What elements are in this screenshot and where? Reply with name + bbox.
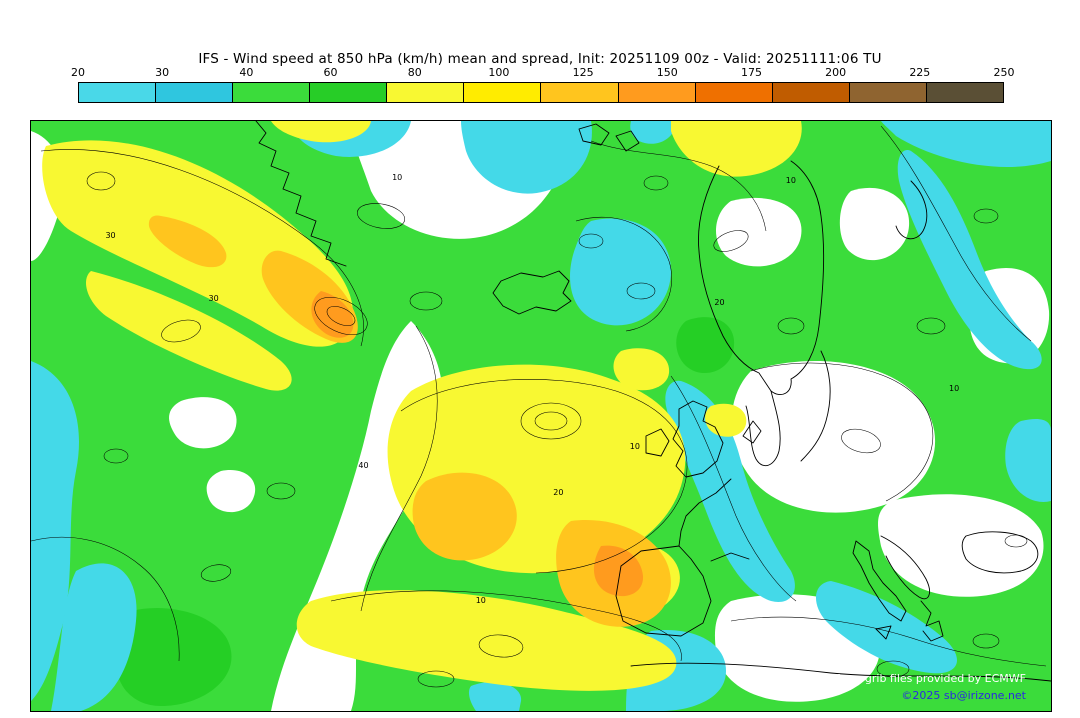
region-cyan xyxy=(897,150,1042,370)
coastlines xyxy=(255,121,1051,682)
region-white xyxy=(839,187,910,261)
region-green-dark xyxy=(115,607,232,706)
region-yellow xyxy=(271,121,371,143)
colorbar-tick-label: 60 xyxy=(323,66,338,79)
colorbar-tick-label: 20 xyxy=(71,66,85,79)
colorbar-cell xyxy=(541,83,619,102)
colorbar-cell xyxy=(695,83,773,102)
region-cyan xyxy=(630,121,676,144)
region-yellow xyxy=(613,348,670,391)
region-orange-light xyxy=(148,215,227,268)
region-cyan xyxy=(881,121,1051,167)
colorbar-ticks: 20 30 40 60 80 100 125 150 175 200 225 250 xyxy=(71,66,1015,82)
region-orange-light xyxy=(412,472,517,561)
colorbar-tick-label: 125 xyxy=(572,66,594,79)
region-white xyxy=(878,494,1044,597)
region-white xyxy=(206,470,256,513)
region-yellow xyxy=(671,121,802,177)
credit-line-2: ©2025 sb@irizone.net xyxy=(901,689,1026,702)
spread-contours xyxy=(31,125,1047,688)
page-title: IFS - Wind speed at 850 hPa (km/h) mean … xyxy=(198,51,882,67)
colorbar-cell xyxy=(79,83,157,102)
region-white xyxy=(715,197,802,267)
colorbar-cell xyxy=(618,83,696,102)
region-cyan xyxy=(1005,419,1051,502)
map-graphic xyxy=(31,121,1051,711)
region-yellow xyxy=(86,271,292,391)
colorbar-tick-label: 100 xyxy=(488,66,510,79)
weather-map: 10 30 40 20 10 20 10 10 30 10 from grib files pro… xyxy=(30,120,1052,712)
colorbar-tick-label: 225 xyxy=(909,66,931,79)
colorbar-bar xyxy=(78,82,1004,103)
fill-regions xyxy=(31,121,1051,711)
region-cyan xyxy=(665,380,795,602)
colorbar-cell xyxy=(849,83,927,102)
colorbar-tick-label: 30 xyxy=(155,66,170,79)
colorbar-tick-label: 200 xyxy=(825,66,847,79)
region-white xyxy=(169,397,237,449)
region-cyan xyxy=(31,361,79,701)
colorbar-tick-label: 150 xyxy=(656,66,678,79)
colorbar-tick-label: 250 xyxy=(993,66,1015,79)
colorbar-cell xyxy=(926,83,1003,102)
region-yellow xyxy=(296,590,677,691)
colorbar-tick-label: 40 xyxy=(239,66,254,79)
colorbar-cell xyxy=(387,83,465,102)
region-orange xyxy=(311,291,354,338)
region-white xyxy=(731,361,936,513)
colorbar-cell xyxy=(464,83,542,102)
colorbar: 20 30 40 60 80 100 125 150 175 200 225 250 xyxy=(71,66,1015,103)
colorbar-cell xyxy=(772,83,850,102)
region-cyan xyxy=(468,681,522,711)
region-cyan xyxy=(461,121,592,194)
colorbar-tick-label: 80 xyxy=(407,66,422,79)
region-green-dark xyxy=(676,317,735,374)
colorbar-cell xyxy=(156,83,234,102)
colorbar-cell xyxy=(310,83,388,102)
colorbar-tick-label: 175 xyxy=(740,66,762,79)
region-cyan xyxy=(51,563,137,711)
credit-line-1: from grib files provided by ECMWF xyxy=(835,672,1026,685)
colorbar-cell xyxy=(233,83,311,102)
